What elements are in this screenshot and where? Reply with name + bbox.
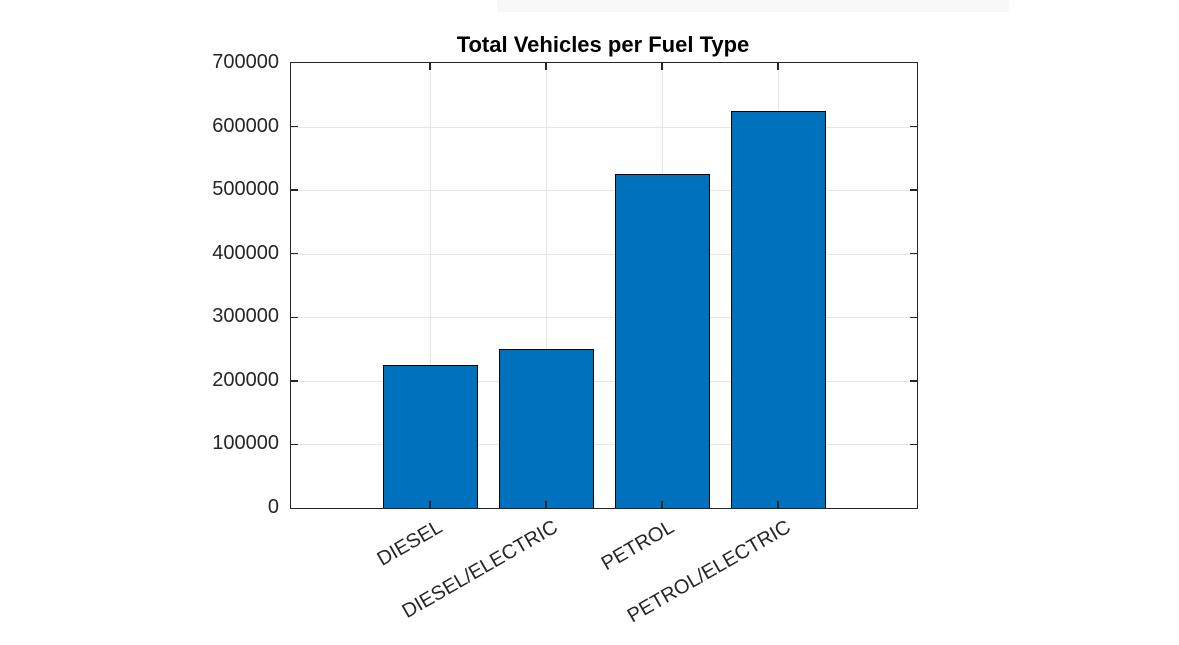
y-axis-tick-label: 200000 (212, 368, 279, 391)
y-tick-right (910, 380, 917, 382)
x-tick-bottom (661, 501, 663, 508)
window-edge-band (497, 0, 1009, 12)
y-tick-left (291, 380, 298, 382)
y-axis-tick-label: 100000 (212, 432, 279, 455)
x-gridline (545, 63, 547, 508)
plot-area (290, 62, 918, 509)
y-axis-tick-label: 600000 (212, 114, 279, 137)
y-tick-left (291, 189, 298, 191)
bar-petrol-electric (730, 110, 826, 508)
y-gridline (291, 190, 917, 192)
x-axis-tick-label: DIESEL (373, 516, 446, 571)
x-tick-top (777, 63, 779, 70)
x-axis-tick-label: PETROL (597, 516, 678, 576)
x-tick-top (661, 63, 663, 70)
y-tick-right (910, 443, 917, 446)
y-tick-right (910, 316, 917, 319)
y-tick-right (910, 252, 917, 255)
y-axis-tick-label: 300000 (212, 305, 279, 328)
y-gridline (291, 253, 917, 255)
bar-petrol (614, 174, 710, 508)
y-axis-tick-label: 700000 (212, 51, 279, 73)
y-gridline (291, 126, 917, 128)
x-tick-top (545, 63, 547, 70)
y-tick-left (291, 443, 298, 446)
chart-title: Total Vehicles per Fuel Type (456, 32, 750, 57)
y-tick-left (291, 252, 298, 255)
y-gridline (291, 444, 917, 446)
y-tick-right (910, 125, 917, 128)
y-tick-right (910, 189, 917, 191)
x-tick-top (429, 63, 431, 70)
y-axis-tick-label: 0 (267, 496, 279, 518)
y-gridline (291, 380, 917, 382)
y-tick-left (291, 316, 298, 319)
y-gridline (291, 317, 917, 319)
bar-diesel (382, 364, 478, 508)
x-tick-bottom (429, 501, 431, 508)
x-gridline (429, 63, 431, 508)
x-tick-bottom (777, 501, 779, 508)
y-axis-tick-label: 400000 (212, 241, 279, 264)
y-tick-left (291, 125, 298, 128)
bar-diesel-electric (498, 349, 594, 508)
y-axis-tick-label: 500000 (212, 178, 279, 201)
x-tick-bottom (545, 501, 547, 508)
